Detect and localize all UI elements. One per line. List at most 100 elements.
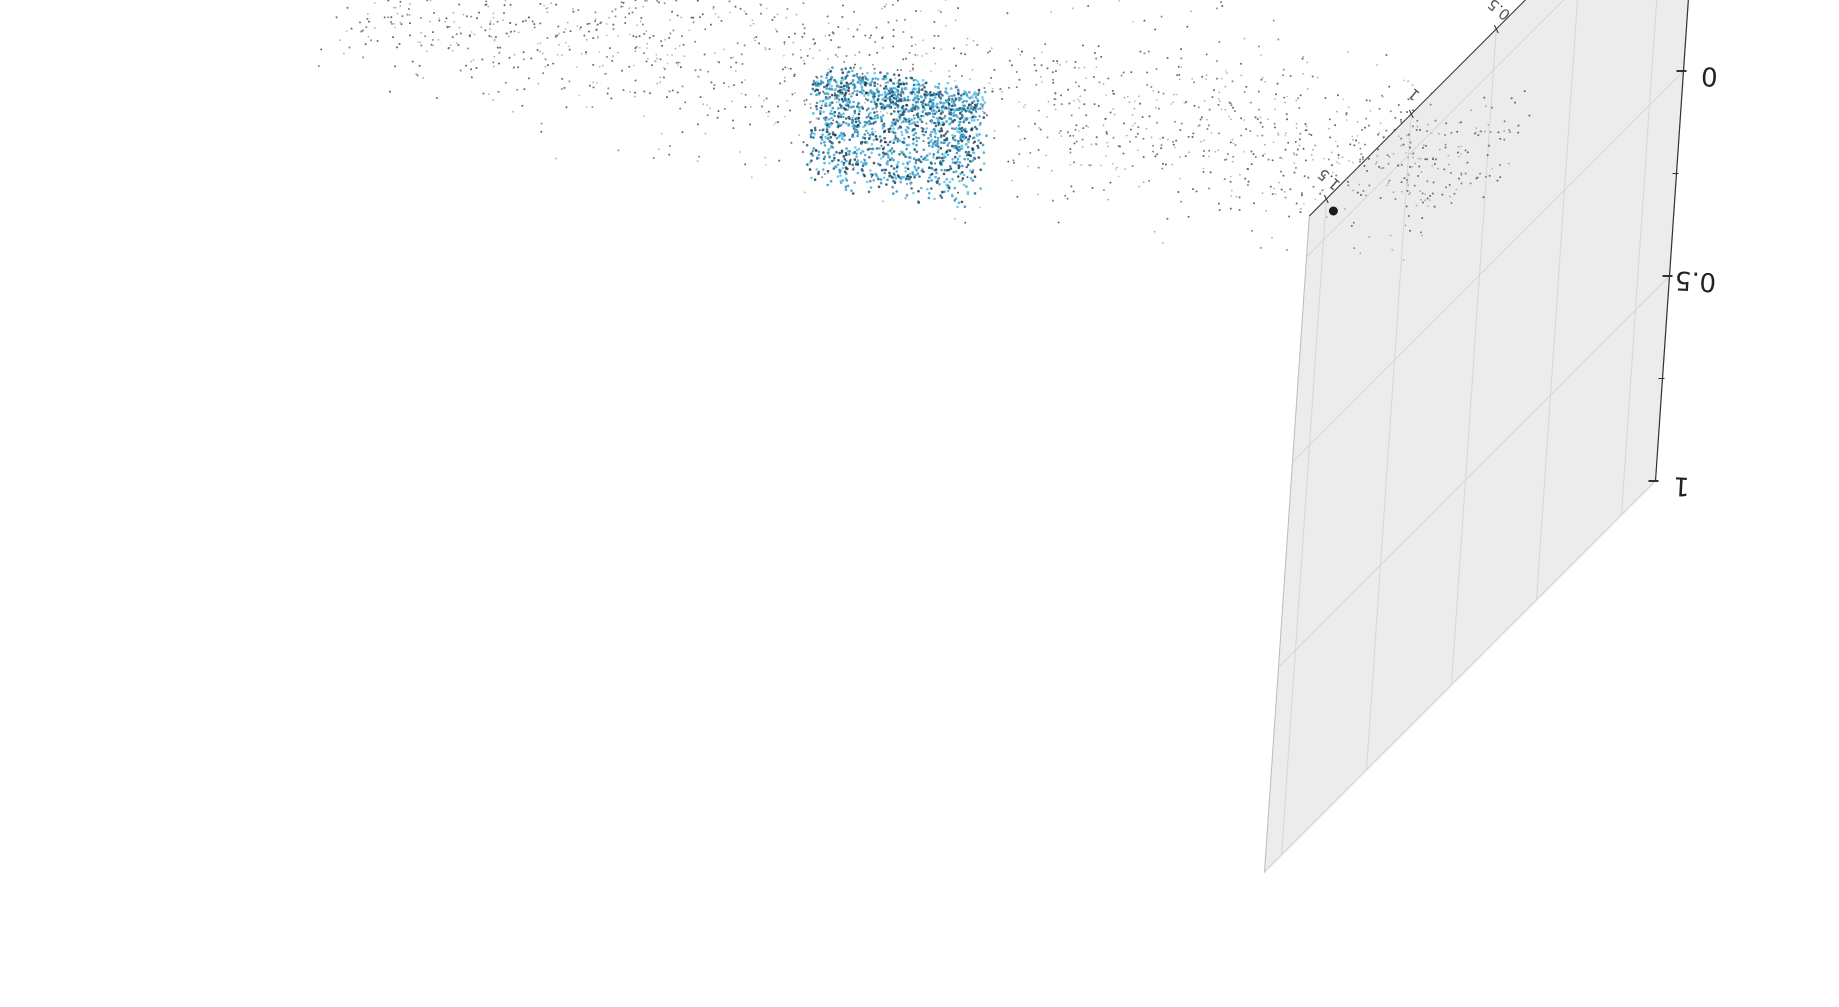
point [646, 42, 648, 45]
point [1437, 167, 1439, 170]
point [1406, 181, 1409, 184]
point [1153, 230, 1156, 233]
point [1484, 105, 1487, 108]
point [1420, 157, 1422, 160]
point [642, 5, 645, 8]
pane-grid-z-3 [1264, 480, 1656, 873]
point [1346, 51, 1349, 53]
point [492, 65, 495, 68]
point [571, 7, 574, 10]
point [367, 13, 369, 16]
point [546, 11, 549, 14]
point [1230, 118, 1232, 120]
point [507, 35, 510, 38]
point [1167, 138, 1169, 141]
point [802, 59, 805, 62]
point [1019, 53, 1022, 56]
point [744, 79, 746, 81]
point [1172, 101, 1174, 104]
point [792, 41, 795, 44]
point [462, 13, 465, 16]
point [988, 82, 991, 84]
point [1285, 132, 1287, 135]
point [965, 44, 968, 46]
point [1358, 183, 1360, 186]
point [662, 66, 665, 69]
point [1405, 152, 1407, 154]
point [1228, 115, 1230, 118]
point [1133, 107, 1136, 110]
point [1325, 216, 1328, 219]
point [1117, 175, 1120, 178]
point [1312, 158, 1314, 161]
pane-grid-z-1 [1292, 70, 1684, 463]
point [1336, 161, 1338, 163]
point [1375, 161, 1378, 163]
point [513, 53, 516, 56]
point [1224, 70, 1227, 72]
point [1205, 74, 1208, 77]
point [750, 176, 753, 179]
point [473, 33, 476, 36]
point [1136, 149, 1139, 152]
point [1281, 157, 1284, 160]
point [966, 37, 969, 40]
point [1298, 144, 1301, 147]
point [678, 61, 681, 64]
point [539, 42, 542, 44]
point [836, 55, 839, 58]
point [392, 6, 395, 9]
point [437, 38, 440, 41]
point [712, 7, 715, 10]
point [953, 79, 956, 82]
point [1470, 109, 1472, 112]
point [764, 48, 767, 51]
point [1037, 193, 1039, 196]
point [1380, 167, 1383, 169]
point [643, 115, 645, 118]
point [1039, 76, 1042, 78]
point [1240, 74, 1243, 77]
point [504, 0, 507, 2]
point [1019, 139, 1022, 141]
point [1306, 87, 1309, 90]
point [1432, 156, 1435, 159]
point [1118, 0, 1121, 2]
point [1214, 150, 1217, 153]
point [991, 87, 994, 90]
point [1131, 113, 1134, 116]
point [1416, 125, 1419, 128]
point [753, 37, 756, 39]
point [1369, 110, 1372, 112]
point [472, 59, 475, 61]
point [750, 105, 752, 108]
point [1105, 155, 1107, 158]
point [1243, 37, 1246, 40]
point [773, 123, 775, 126]
point [1231, 189, 1233, 192]
point [1116, 166, 1118, 169]
point [1292, 152, 1295, 154]
point [1095, 66, 1098, 69]
point [963, 116, 966, 119]
point [660, 132, 663, 135]
point [1331, 171, 1334, 174]
point [546, 7, 549, 9]
point [809, 103, 812, 105]
point [451, 50, 454, 52]
point [1412, 156, 1415, 159]
point [702, 103, 704, 106]
point [543, 4, 545, 7]
point [1357, 142, 1360, 144]
point [1423, 144, 1425, 147]
point [1457, 145, 1460, 148]
point [429, 20, 431, 23]
point [537, 82, 540, 85]
point [871, 63, 874, 66]
point [1284, 134, 1287, 137]
point [1264, 80, 1267, 83]
point [1011, 179, 1014, 182]
point [658, 148, 660, 151]
point [558, 44, 560, 46]
